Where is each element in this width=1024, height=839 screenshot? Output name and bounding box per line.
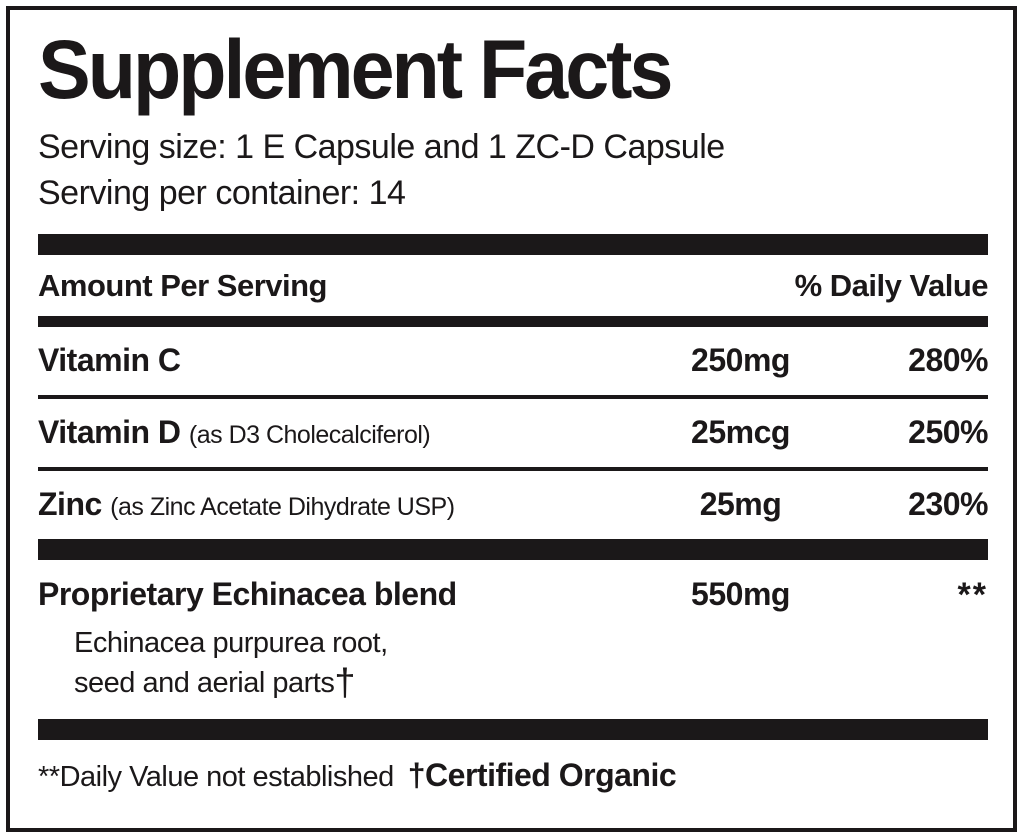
daily-value-header: % Daily Value bbox=[794, 267, 989, 303]
blend-amount: 550mg bbox=[691, 575, 790, 612]
nutrient-name: Vitamin D (as D3 Cholecalciferol) bbox=[38, 413, 431, 450]
dagger-symbol: † bbox=[334, 661, 355, 704]
daily-value-footnote: **Daily Value not established bbox=[38, 760, 394, 793]
nutrient-name: Zinc (as Zinc Acetate Dihydrate USP) bbox=[38, 485, 455, 522]
divider-bar-medium bbox=[38, 315, 988, 327]
table-row-proprietary-blend: Proprietary Echinacea blend 550mg ** bbox=[38, 560, 988, 613]
amount-per-serving-header: Amount Per Serving bbox=[38, 267, 328, 303]
servings-per-container-text: Serving per container: 14 bbox=[38, 174, 406, 213]
certified-organic-footnote: †Certified Organic bbox=[407, 756, 677, 793]
footnotes: **Daily Value not established †Certified… bbox=[38, 757, 982, 794]
divider-rule-thin bbox=[38, 394, 988, 399]
divider-bar-thick-bottom bbox=[38, 718, 988, 740]
table-row-vitamin-d: Vitamin D (as D3 Cholecalciferol) 25mcg … bbox=[38, 399, 989, 467]
table-header-row: Amount Per Serving % Daily Value bbox=[38, 255, 989, 316]
nutrient-amount: 250mg bbox=[691, 341, 790, 378]
nutrient-daily-value: 230% bbox=[908, 485, 988, 522]
nutrient-detail: (as D3 Cholecalciferol) bbox=[188, 420, 431, 449]
blend-ingredients-text: Echinacea purpurea root, seed and aerial… bbox=[38, 613, 982, 719]
nutrient-name: Vitamin C bbox=[38, 341, 181, 378]
table-row-zinc: Zinc (as Zinc Acetate Dihydrate USP) 25m… bbox=[38, 471, 989, 539]
serving-info: Serving size: 1 E Capsule and 1 ZC-D Cap… bbox=[38, 124, 982, 216]
nutrient-daily-value: 280% bbox=[908, 341, 988, 378]
serving-size-text: Serving size: 1 E Capsule and 1 ZC-D Cap… bbox=[38, 128, 725, 167]
nutrient-detail: (as Zinc Acetate Dihydrate USP) bbox=[110, 492, 455, 521]
blend-name: Proprietary Echinacea blend bbox=[38, 575, 457, 612]
table-row-vitamin-c: Vitamin C 250mg 280% bbox=[38, 327, 989, 395]
blend-ingredients-line1: Echinacea purpurea root, bbox=[74, 626, 388, 659]
nutrient-daily-value: 250% bbox=[908, 413, 988, 450]
nutrient-amount: 25mg bbox=[699, 485, 782, 522]
blend-daily-value-asterisks: ** bbox=[957, 575, 988, 614]
divider-bar-thick-top bbox=[38, 233, 988, 255]
supplement-facts-panel: Supplement Facts Serving size: 1 E Capsu… bbox=[6, 6, 1017, 832]
divider-rule-thin bbox=[38, 466, 988, 471]
blend-ingredients-line2: seed and aerial parts bbox=[74, 666, 335, 699]
nutrient-amount: 25mcg bbox=[691, 413, 790, 450]
divider-bar-thick-middle bbox=[38, 538, 988, 560]
page-title: Supplement Facts bbox=[38, 21, 673, 117]
